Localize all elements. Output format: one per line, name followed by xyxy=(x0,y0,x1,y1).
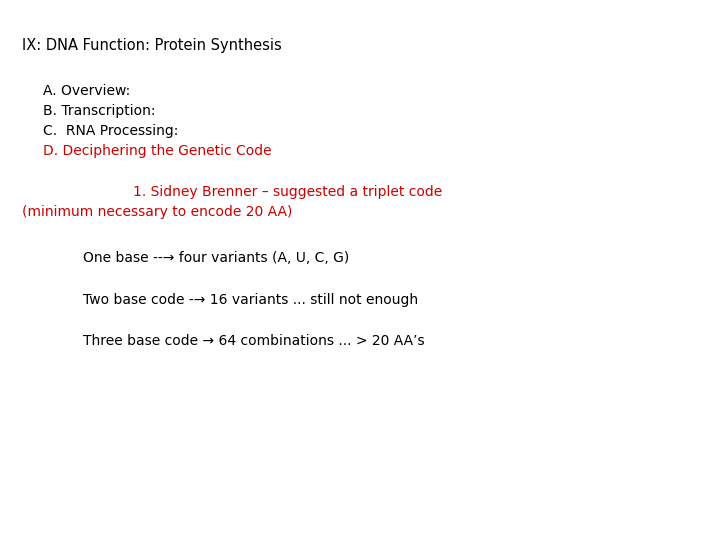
Text: A. Overview:: A. Overview: xyxy=(43,84,130,98)
Text: IX: DNA Function: Protein Synthesis: IX: DNA Function: Protein Synthesis xyxy=(22,38,282,53)
Text: 1. Sidney Brenner – suggested a triplet code: 1. Sidney Brenner – suggested a triplet … xyxy=(133,185,443,199)
Text: D. Deciphering the Genetic Code: D. Deciphering the Genetic Code xyxy=(43,144,272,158)
Text: C.  RNA Processing:: C. RNA Processing: xyxy=(43,124,179,138)
Text: B. Transcription:: B. Transcription: xyxy=(43,104,156,118)
Text: (minimum necessary to encode 20 AA): (minimum necessary to encode 20 AA) xyxy=(22,205,292,219)
Text: One base --→ four variants (A, U, C, G): One base --→ four variants (A, U, C, G) xyxy=(83,251,349,265)
Text: Two base code -→ 16 variants ... still not enough: Two base code -→ 16 variants ... still n… xyxy=(83,293,418,307)
Text: Three base code → 64 combinations ... > 20 AA’s: Three base code → 64 combinations ... > … xyxy=(83,334,424,348)
